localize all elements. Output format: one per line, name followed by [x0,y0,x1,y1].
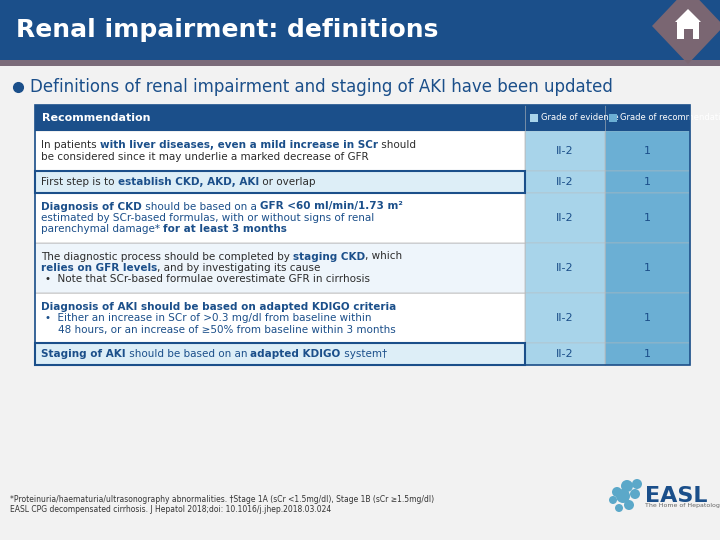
FancyBboxPatch shape [0,60,720,66]
FancyBboxPatch shape [35,105,690,131]
Text: , which: , which [365,252,402,261]
FancyBboxPatch shape [683,29,693,39]
Text: staging CKD: staging CKD [293,252,365,261]
Circle shape [612,487,622,497]
FancyBboxPatch shape [0,0,720,60]
Text: Definitions of renal impairment and staging of AKI have been updated: Definitions of renal impairment and stag… [30,78,613,96]
FancyBboxPatch shape [605,343,690,365]
Text: 1: 1 [644,177,651,187]
Text: EASL CPG decompensated cirrhosis. J Hepatol 2018;doi: 10.1016/j.jhep.2018.03.024: EASL CPG decompensated cirrhosis. J Hepa… [10,505,331,514]
Circle shape [632,479,642,489]
Text: In patients: In patients [41,140,100,150]
Text: , and by investigating its cause: , and by investigating its cause [157,263,320,273]
FancyBboxPatch shape [609,114,617,122]
FancyBboxPatch shape [525,243,605,293]
FancyBboxPatch shape [525,171,605,193]
Text: should be based on a: should be based on a [142,201,260,212]
Circle shape [616,489,630,503]
Text: with liver diseases, even a mild increase in SCr: with liver diseases, even a mild increas… [100,140,378,150]
FancyBboxPatch shape [605,243,690,293]
Text: Recommendation: Recommendation [42,113,150,123]
Text: Staging of AKI: Staging of AKI [41,349,125,359]
FancyBboxPatch shape [35,131,525,171]
Circle shape [624,500,634,510]
FancyBboxPatch shape [525,293,605,343]
FancyBboxPatch shape [530,114,538,122]
FancyBboxPatch shape [35,343,525,365]
Polygon shape [652,0,720,64]
FancyBboxPatch shape [605,171,690,193]
Text: parenchymal damage*: parenchymal damage* [41,225,163,234]
FancyBboxPatch shape [35,293,525,343]
Text: Diagnosis of AKI should be based on adapted KDIGO criteria: Diagnosis of AKI should be based on adap… [41,301,396,312]
Circle shape [609,496,617,504]
Text: II-2: II-2 [556,146,574,156]
Text: system†: system† [341,349,387,359]
Circle shape [630,489,640,499]
FancyBboxPatch shape [525,343,605,365]
Text: II-2: II-2 [556,349,574,359]
FancyBboxPatch shape [677,21,699,39]
Text: 1: 1 [644,213,651,223]
Text: 1: 1 [644,313,651,323]
Text: Grade of evidence: Grade of evidence [541,113,618,123]
Text: 1: 1 [644,349,651,359]
Text: First step is to: First step is to [41,177,118,187]
Text: 1: 1 [644,146,651,156]
FancyBboxPatch shape [605,131,690,171]
Text: be considered since it may underlie a marked decrease of GFR: be considered since it may underlie a ma… [41,152,369,162]
Polygon shape [675,9,701,22]
Text: II-2: II-2 [556,313,574,323]
Text: estimated by SCr-based formulas, with or without signs of renal: estimated by SCr-based formulas, with or… [41,213,374,223]
Text: should be based on an: should be based on an [125,349,251,359]
FancyBboxPatch shape [525,131,605,171]
Text: for at least 3 months: for at least 3 months [163,225,287,234]
Text: II-2: II-2 [556,263,574,273]
Circle shape [621,480,633,492]
Text: Renal impairment: definitions: Renal impairment: definitions [16,18,438,42]
Text: II-2: II-2 [556,177,574,187]
Text: establish CKD, AKD, AKI: establish CKD, AKD, AKI [118,177,259,187]
Text: •  Note that SCr-based formulae overestimate GFR in cirrhosis: • Note that SCr-based formulae overestim… [45,274,370,285]
Text: EASL: EASL [645,486,708,506]
Text: should: should [378,140,416,150]
Text: Grade of recommendation: Grade of recommendation [620,113,720,123]
Circle shape [615,504,623,512]
Text: The Home of Hepatology: The Home of Hepatology [645,503,720,509]
Text: •  Either an increase in SCr of >0.3 mg/dl from baseline within: • Either an increase in SCr of >0.3 mg/d… [45,313,372,323]
Text: adapted KDIGO: adapted KDIGO [251,349,341,359]
Text: *Proteinuria/haematuria/ultrasonography abnormalities. †Stage 1A (sCr <1.5mg/dl): *Proteinuria/haematuria/ultrasonography … [10,495,434,504]
Text: The diagnostic process should be completed by: The diagnostic process should be complet… [41,252,293,261]
Text: 48 hours, or an increase of ≥50% from baseline within 3 months: 48 hours, or an increase of ≥50% from ba… [45,325,396,334]
FancyBboxPatch shape [35,243,525,293]
Text: II-2: II-2 [556,213,574,223]
FancyBboxPatch shape [605,293,690,343]
Text: Diagnosis of CKD: Diagnosis of CKD [41,201,142,212]
Text: 1: 1 [644,263,651,273]
Text: GFR <60 ml/min/1.73 m²: GFR <60 ml/min/1.73 m² [260,201,402,212]
FancyBboxPatch shape [525,193,605,243]
FancyBboxPatch shape [35,171,525,193]
FancyBboxPatch shape [605,193,690,243]
Text: or overlap: or overlap [259,177,315,187]
Text: relies on GFR levels: relies on GFR levels [41,263,157,273]
FancyBboxPatch shape [35,193,525,243]
